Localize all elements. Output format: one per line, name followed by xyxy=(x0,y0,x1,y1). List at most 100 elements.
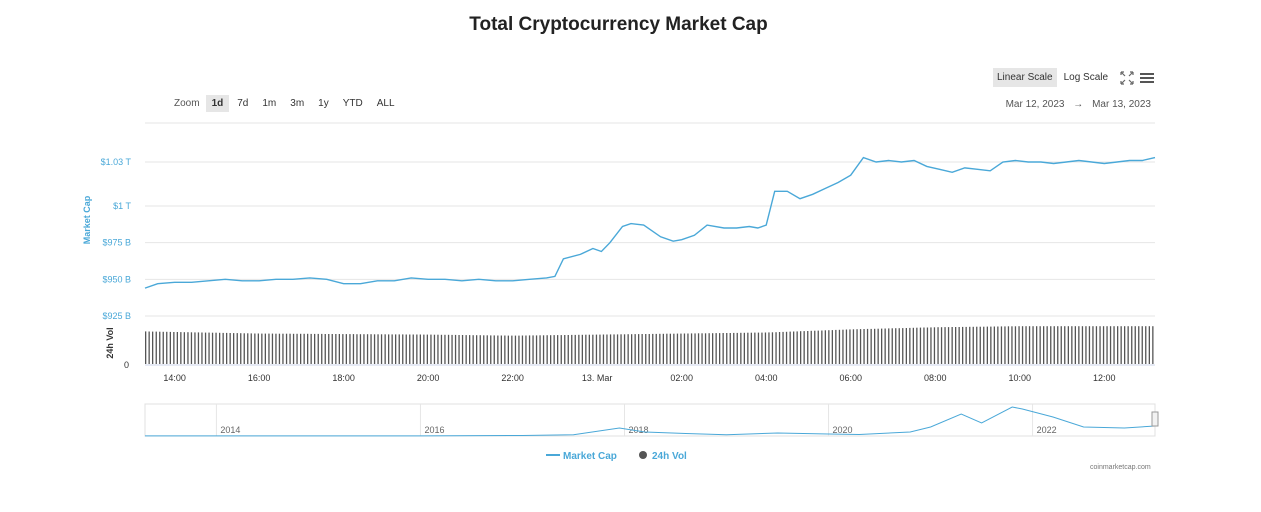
volume-bar xyxy=(606,334,608,364)
volume-bar xyxy=(557,335,559,364)
linear-scale-button[interactable]: Linear Scale xyxy=(993,68,1057,87)
volume-bar xyxy=(1011,326,1013,364)
volume-bar xyxy=(757,332,760,364)
volume-bar xyxy=(190,332,193,364)
volume-bar xyxy=(215,332,217,364)
volume-bar xyxy=(785,331,788,364)
volume-bar xyxy=(338,334,340,364)
credit-link[interactable]: coinmarketcap.com xyxy=(1090,464,1151,471)
volume-bar xyxy=(380,334,383,364)
volume-bar xyxy=(444,334,446,364)
volume-bar xyxy=(525,335,527,364)
volume-bar xyxy=(881,328,883,364)
volume-bar xyxy=(1117,326,1119,364)
volume-bar xyxy=(588,334,590,364)
volume-bar xyxy=(750,332,752,364)
volume-bar xyxy=(909,327,911,364)
volume-bar xyxy=(1145,326,1147,364)
volume-bar xyxy=(740,332,742,364)
volume-bar xyxy=(219,332,221,364)
x-tick-label: 02:00 xyxy=(670,373,693,383)
zoom-7d-button[interactable]: 7d xyxy=(237,98,249,109)
volume-bar xyxy=(719,333,721,364)
x-tick-label: 20:00 xyxy=(417,373,440,383)
volume-bar xyxy=(986,326,988,364)
zoom-1m-button[interactable]: 1m xyxy=(262,98,277,109)
volume-bar xyxy=(652,333,654,364)
zoom-1y-button[interactable]: 1y xyxy=(318,98,329,109)
volume-bar xyxy=(1036,326,1038,364)
volume-bar xyxy=(1109,326,1112,364)
navigator-frame xyxy=(144,403,1156,437)
volume-bar xyxy=(761,332,763,364)
market-cap-series-line xyxy=(144,156,1156,289)
volume-bar xyxy=(493,335,495,364)
volume-bar xyxy=(726,333,728,364)
volume-bar xyxy=(1060,326,1062,364)
range-from[interactable]: Mar 12, 2023 xyxy=(1005,99,1065,110)
volume-bar xyxy=(902,328,904,364)
volume-bar xyxy=(472,335,474,364)
volume-bar xyxy=(930,327,932,364)
volume-bar xyxy=(405,334,407,364)
volume-bar xyxy=(602,334,605,364)
volume-bar xyxy=(708,333,710,364)
volume-bar xyxy=(250,333,252,364)
volume-bar xyxy=(236,333,238,364)
y-tick-label: $975 B xyxy=(102,238,131,248)
zoom-all-button[interactable]: ALL xyxy=(376,98,395,109)
volume-bar xyxy=(648,334,650,364)
volume-bar xyxy=(754,332,756,364)
zoom-3m-button[interactable]: 3m xyxy=(290,98,305,109)
volume-bar xyxy=(771,332,774,364)
volume-bar xyxy=(955,327,957,364)
zoom-1d-button[interactable]: 1d xyxy=(205,95,230,112)
menu-icon[interactable] xyxy=(1139,70,1155,86)
volume-bar xyxy=(736,332,738,364)
volume-bar xyxy=(1138,326,1140,364)
volume-bar xyxy=(581,334,583,364)
volume-bar xyxy=(550,335,552,364)
volume-bar xyxy=(979,326,981,364)
volume-bar xyxy=(194,332,196,364)
volume-bar xyxy=(866,328,869,364)
volume-bar xyxy=(1032,326,1034,364)
volume-bar xyxy=(828,330,830,364)
volume-bar xyxy=(1102,326,1105,364)
volume-bar xyxy=(373,334,376,364)
x-tick-label: 06:00 xyxy=(839,373,862,383)
volume-bar xyxy=(743,332,745,364)
volume-bar xyxy=(292,333,295,364)
volume-bar xyxy=(233,333,235,364)
volume-bar xyxy=(416,334,418,364)
volume-bar xyxy=(838,329,841,364)
range-to[interactable]: Mar 13, 2023 xyxy=(1092,99,1151,110)
volume-bar xyxy=(1071,326,1073,364)
zoom-ytd-button[interactable]: YTD xyxy=(342,98,363,109)
log-scale-button[interactable]: Log Scale xyxy=(1063,72,1109,83)
volume-bar xyxy=(947,327,950,364)
volume-bar xyxy=(222,332,224,364)
volume-bar xyxy=(458,335,460,364)
volume-bar xyxy=(324,334,326,364)
volume-bar xyxy=(567,335,569,364)
volume-bar xyxy=(585,334,587,364)
fullscreen-icon[interactable] xyxy=(1119,70,1135,86)
volume-bar xyxy=(430,334,432,364)
volume-bar xyxy=(321,333,323,364)
volume-bar xyxy=(870,328,872,364)
volume-bar xyxy=(951,327,953,364)
volume-bar xyxy=(345,334,347,364)
volume-bar xyxy=(532,335,534,364)
volume-bar xyxy=(370,334,372,364)
volume-bar xyxy=(180,332,182,364)
volume-bar xyxy=(962,326,964,364)
volume-bar xyxy=(1007,326,1010,364)
volume-bar xyxy=(349,334,351,364)
volume-bar xyxy=(1078,326,1080,364)
volume-bar xyxy=(877,328,879,364)
volume-bar xyxy=(793,331,795,364)
volume-bar xyxy=(821,330,823,364)
volume-bar xyxy=(800,331,802,364)
volume-bar xyxy=(1127,326,1129,364)
